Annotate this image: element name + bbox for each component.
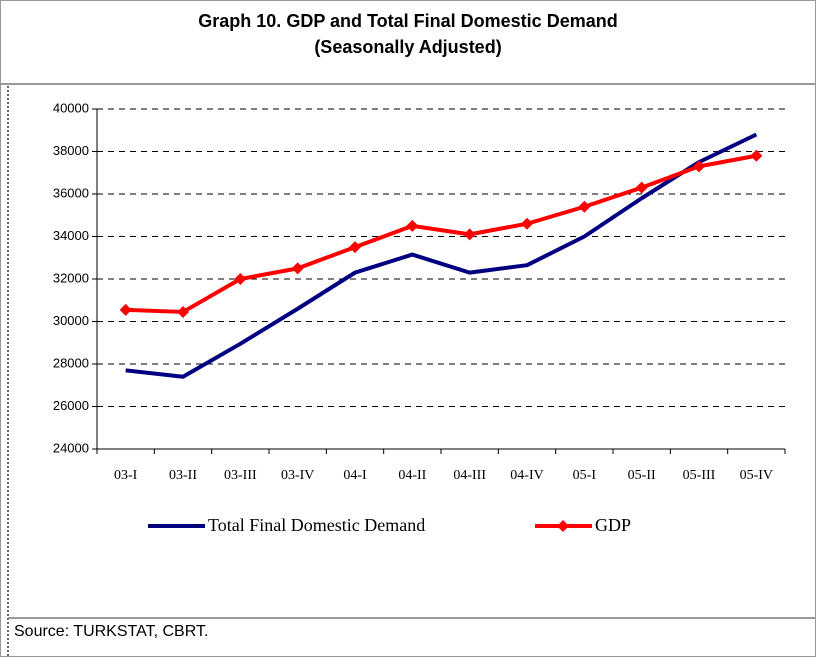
marker xyxy=(463,228,476,241)
y-tick-label: 36000 xyxy=(53,185,89,200)
marker xyxy=(349,241,361,254)
legend-label: GDP xyxy=(595,515,631,535)
marker xyxy=(635,181,648,194)
series-line xyxy=(125,132,758,379)
marker xyxy=(119,303,132,316)
marker xyxy=(234,273,247,285)
x-tick-label: 05-I xyxy=(573,468,597,483)
y-tick-label: 30000 xyxy=(53,313,89,328)
marker xyxy=(521,217,533,230)
y-tick-label: 28000 xyxy=(53,355,89,370)
y-tick-label: 24000 xyxy=(53,440,89,455)
x-tick-label: 05-II xyxy=(628,468,656,483)
legend-label: Total Final Domestic Demand xyxy=(208,515,425,535)
marker xyxy=(693,160,705,173)
series-line xyxy=(125,153,757,314)
marker xyxy=(406,219,419,232)
x-tick-label: 04-I xyxy=(343,468,367,483)
x-tick-label: 05-IV xyxy=(740,468,773,483)
x-tick-label: 03-III xyxy=(224,468,257,483)
x-tick-label: 05-III xyxy=(683,468,716,483)
source-note: Source: TURKSTAT, CBRT. xyxy=(14,623,208,640)
marker xyxy=(578,200,591,213)
x-tick-label: 04-II xyxy=(398,468,426,483)
x-tick-label: 03-II xyxy=(169,468,197,483)
x-tick-label: 04-III xyxy=(453,468,486,483)
chart-subtitle: (Seasonally Adjusted) xyxy=(314,37,501,57)
marker xyxy=(750,149,763,162)
chart-title: Graph 10. GDP and Total Final Domestic D… xyxy=(198,11,617,31)
y-tick-label: 32000 xyxy=(53,270,89,285)
legend-marker xyxy=(557,520,569,532)
y-tick-label: 34000 xyxy=(53,228,89,243)
marker xyxy=(177,305,189,318)
marker xyxy=(291,262,304,275)
x-tick-label: 03-IV xyxy=(281,468,314,483)
y-tick-label: 38000 xyxy=(53,143,89,158)
x-tick-label: 03-I xyxy=(114,468,138,483)
y-tick-label: 26000 xyxy=(53,398,89,413)
x-tick-label: 04-IV xyxy=(510,468,543,483)
y-tick-label: 40000 xyxy=(53,100,89,115)
